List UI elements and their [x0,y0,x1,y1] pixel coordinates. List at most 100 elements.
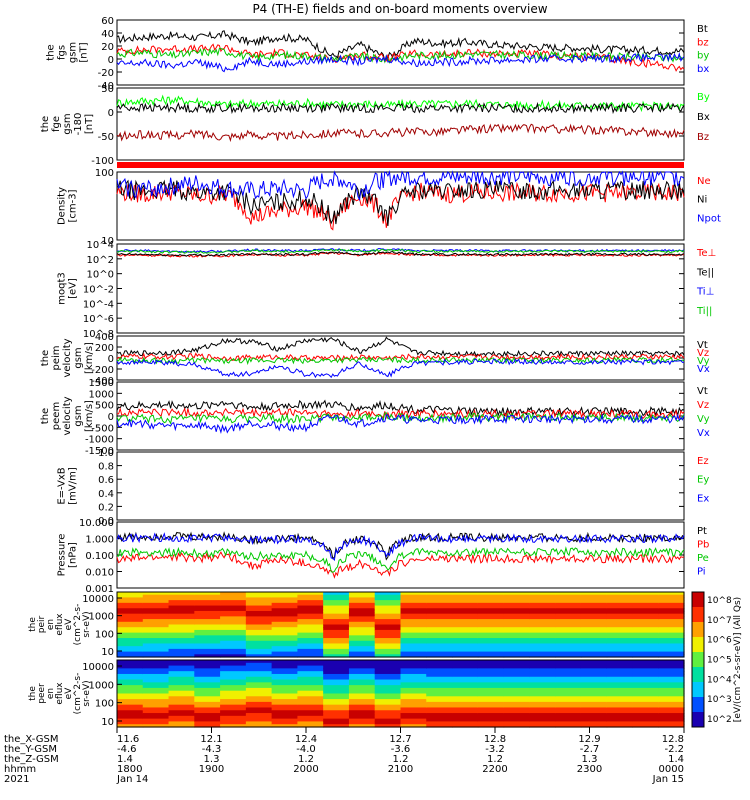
spectrogram-cell [194,665,221,669]
spectrogram-cell [555,632,582,636]
legend-label: Vt [697,386,708,397]
spectrogram-cell [117,608,144,612]
spectrogram-cell [503,613,530,617]
spectrogram-cell [503,685,530,689]
spectrogram-cell [555,676,582,681]
spectrogram-cell [142,638,170,642]
spectrogram-cell [606,643,634,647]
legend-label: Pt [697,526,707,537]
spectrogram-cell [245,699,273,703]
spectrogram-cell [426,627,453,631]
spectrogram-cell [658,704,685,709]
x-tick-label: 2100 [388,764,413,775]
legend-label: bz [697,37,709,48]
spectrogram-cell [220,724,247,728]
spectrogram-cell [220,685,247,689]
spectrogram-cell [477,662,505,667]
spectrogram-cell [348,632,376,636]
spectrogram-cell [271,707,299,711]
spectrogram-cell [632,685,659,689]
y-tick-label: 100 [95,699,114,710]
y-tick-label: 0 [108,412,114,423]
legend-label: Ez [697,456,709,467]
colorbar-tick-label: 10^4 [707,675,732,685]
spectrogram-cell [348,646,376,650]
spectrogram-cell [555,662,582,667]
spectrogram-cell [452,610,479,615]
spectrogram-cell [271,654,299,658]
spectrogram-cell [168,690,195,695]
spectrogram-cell [142,624,170,628]
y-axis-label: peim [51,345,62,370]
spectrogram-cell [348,594,376,599]
spectrogram-cell [426,693,453,697]
y-tick-label: 10^0 [87,270,114,281]
spectrogram-cell [142,632,170,636]
x-tick-label: 1900 [199,764,224,775]
spectrogram-cell [117,648,144,653]
spectrogram-cell [348,651,376,655]
spectrogram-cell [220,648,247,653]
y-tick-label: 0 [108,55,114,66]
spectrogram-1: 10000 1000 100 10 the peer en eflux eV (cm^2-s-sr… [28,659,685,728]
spectrogram-cell [220,676,247,681]
spectrogram-cell [426,704,453,709]
spectrogram-cell [297,594,324,599]
spectrogram-cell [374,699,402,703]
spectrogram-cell [400,676,427,681]
spectrogram-cell [400,592,427,596]
spectrogram-cell [555,643,582,647]
spectrogram-cell [580,704,608,709]
spectrogram-cell [580,597,608,601]
spectrogram-cell [323,632,350,636]
spectrogram-cell [348,685,376,689]
spectrogram-cell [632,687,659,692]
spectrogram-cell [168,676,195,681]
spectrogram-cell [194,602,221,607]
spectrogram-cell [658,679,685,683]
spectrogram-cell [245,608,273,612]
spectrogram-cell [503,665,530,669]
spectrogram-cell [503,632,530,636]
spectrogram-cell [555,616,582,620]
spectrogram-cell [374,671,402,675]
spectrogram-cell [271,693,299,697]
spectrogram-cell [658,643,685,647]
spectrogram-cell [348,635,376,639]
spectrogram-cell [245,610,273,615]
spectrogram-cell [503,687,530,692]
spectrogram-cell [194,682,221,686]
spectrogram-cell [168,605,195,609]
spectrogram-cell [194,718,221,723]
spectrogram-cell [297,624,324,628]
spectrogram-cell [606,640,634,645]
y-tick-label: 0.4 [98,489,114,500]
spectrogram-cell [452,648,479,653]
spectrogram-cell [117,662,144,667]
spectrogram-cell [194,671,221,675]
spectrogram-cell [658,721,685,725]
spectrogram-cell [452,608,479,612]
spectrogram-cell [220,679,247,683]
spectrogram-cell [426,640,453,645]
spectrogram-cell [117,654,144,658]
x-tick-label: 12.8 [484,734,506,745]
colorbar-frame [691,591,705,728]
y-tick-label: 10^-6 [83,314,114,325]
spectrogram-cell [400,682,427,686]
spectrogram-cell [426,715,453,720]
spectrogram-cell [142,592,170,596]
spectrogram-cell [477,602,505,607]
spectrogram-cell [606,701,634,706]
spectrogram-cell [374,682,402,686]
spectrogram-cell [503,707,530,711]
spectrogram-cell [245,696,273,700]
spectrogram-cell [426,643,453,647]
y-tick-label: 1000 [89,389,114,400]
spectrogram-cell [374,676,402,681]
spectrogram-cell [452,594,479,599]
y-axis-label: Pressure [57,534,68,577]
spectrogram-cell [555,594,582,599]
spectrogram-cell [297,718,324,723]
spectrogram-cell [323,616,350,620]
